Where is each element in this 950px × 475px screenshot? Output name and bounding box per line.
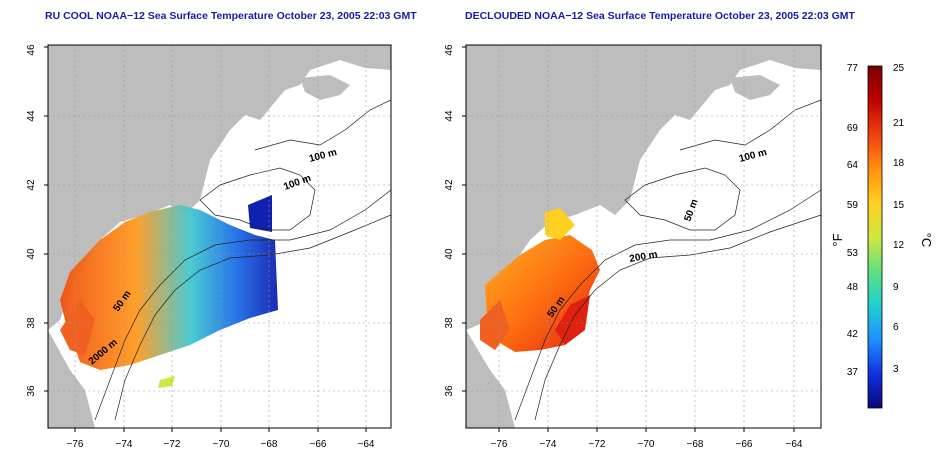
colorbar-f-ticks: 77 69 64 59 53 48 42 37 xyxy=(847,63,859,378)
y-tick-label: 46 xyxy=(444,44,455,56)
x-tick-label: −66 xyxy=(310,439,327,450)
c-tick-label: 9 xyxy=(893,282,899,293)
x-tick-label: −76 xyxy=(491,439,508,450)
contour-label: 50 m xyxy=(682,198,700,223)
x-tick-label: −74 xyxy=(116,439,133,450)
bathymetry-contours xyxy=(514,99,821,421)
contour-label: 200 m xyxy=(629,249,659,265)
right-panel-title: DECLOUDED NOAA−12 Sea Surface Temperatur… xyxy=(465,10,855,22)
contour-label: 100 m xyxy=(282,173,313,193)
f-tick-label: 48 xyxy=(847,282,859,293)
c-tick-label: 6 xyxy=(893,322,899,333)
x-tick-label: −74 xyxy=(540,439,557,450)
left-panel-title: RU COOL NOAA−12 Sea Surface Temperature … xyxy=(45,10,417,22)
x-tick-label: −64 xyxy=(358,439,375,450)
colorbar-ramp xyxy=(867,65,883,409)
c-tick-label: 18 xyxy=(893,158,905,169)
f-tick-label: 42 xyxy=(847,329,859,340)
c-tick-label: 25 xyxy=(893,63,905,74)
land-mass xyxy=(466,45,821,428)
y-tick-label: 40 xyxy=(444,248,455,260)
f-tick-label: 64 xyxy=(847,160,859,171)
sst-field xyxy=(60,195,278,388)
c-tick-label: 21 xyxy=(893,118,905,129)
y-tick-label: 40 xyxy=(26,248,37,260)
right-x-axis: −76 −74 −72 −70 −68 −66 −64 xyxy=(491,428,803,450)
f-tick-label: 53 xyxy=(847,248,859,259)
y-tick-label: 46 xyxy=(26,44,37,56)
left-gridlines xyxy=(48,45,391,428)
y-tick-label: 44 xyxy=(444,110,455,122)
colorbar: 77 69 64 59 53 48 42 37 25 21 18 15 12 9… xyxy=(830,63,934,409)
x-tick-label: −70 xyxy=(213,439,230,450)
left-map-panel: 100 m 100 m 50 m 2000 m −76 −74 −72 −70 … xyxy=(26,44,392,450)
right-y-axis: 36 38 40 42 44 46 xyxy=(444,44,466,397)
x-tick-label: −68 xyxy=(261,439,278,450)
colorbar-c-ticks: 25 21 18 15 12 9 6 3 xyxy=(893,63,905,375)
x-tick-label: −64 xyxy=(786,439,803,450)
f-tick-label: 37 xyxy=(847,367,859,378)
left-y-axis: 36 38 40 42 44 46 xyxy=(26,44,48,397)
x-tick-label: −68 xyxy=(687,439,704,450)
bathymetry-contours xyxy=(94,99,391,421)
f-tick-label: 59 xyxy=(847,200,859,211)
x-tick-label: −72 xyxy=(164,439,181,450)
f-tick-label: 69 xyxy=(847,123,859,134)
right-map-frame xyxy=(465,44,822,429)
y-tick-label: 42 xyxy=(444,179,455,191)
celsius-unit-label: °C xyxy=(919,233,934,248)
y-tick-label: 38 xyxy=(444,317,455,329)
right-map-panel: 100 m 50 m 200 m 50 m −76 −74 −72 −70 −6… xyxy=(444,44,822,450)
y-tick-label: 44 xyxy=(26,110,37,122)
y-tick-label: 36 xyxy=(26,385,37,397)
c-tick-label: 12 xyxy=(893,240,905,251)
left-map-frame xyxy=(47,44,392,429)
left-x-axis: −76 −74 −72 −70 −68 −66 −64 xyxy=(67,428,375,450)
y-tick-label: 38 xyxy=(26,317,37,329)
x-tick-label: −66 xyxy=(736,439,753,450)
contour-label: 100 m xyxy=(738,147,768,165)
x-tick-label: −72 xyxy=(589,439,606,450)
c-tick-label: 3 xyxy=(893,364,899,375)
f-tick-label: 77 xyxy=(847,63,859,74)
fahrenheit-unit-label: °F xyxy=(830,233,845,246)
c-tick-label: 15 xyxy=(893,200,905,211)
x-tick-label: −70 xyxy=(638,439,655,450)
y-tick-label: 36 xyxy=(444,385,455,397)
x-tick-label: −76 xyxy=(67,439,84,450)
y-tick-label: 42 xyxy=(26,179,37,191)
contour-label: 100 m xyxy=(308,147,338,165)
right-gridlines xyxy=(466,45,821,428)
